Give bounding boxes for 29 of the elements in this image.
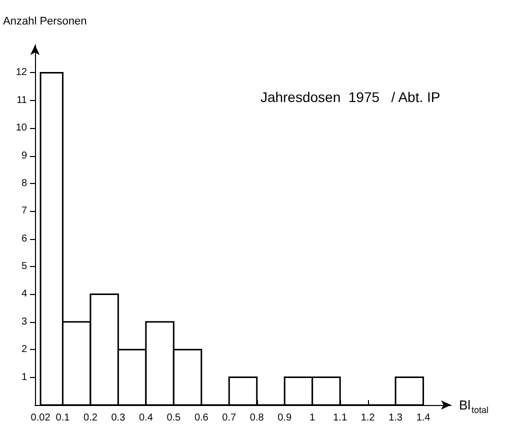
x-tick-label: 0.8 [250, 412, 264, 424]
x-tick-label: 1.1 [333, 412, 348, 424]
y-tick-label: 11 [16, 94, 28, 106]
x-tick-label: 1.4 [416, 412, 431, 424]
x-tick-label: 0.9 [278, 412, 292, 424]
x-tick-label: 1.2 [360, 412, 376, 424]
y-tick-label: 12 [16, 67, 28, 78]
x-tick-label: 1 [310, 412, 316, 424]
y-tick-label: 5 [21, 261, 28, 272]
y-tick-label: 7 [21, 206, 28, 217]
y-tick-label: 1 [21, 372, 28, 383]
x-tick-label: 0.6 [194, 412, 209, 424]
x-tick-label: 0.4 [138, 412, 154, 424]
y-axis-title: Anzahl Personen [3, 16, 87, 28]
y-tick-label: 9 [21, 150, 28, 162]
y-tick-label: 3 [21, 316, 28, 328]
y-tick-label: 2 [21, 344, 28, 356]
x-tick-label: 0.5 [166, 412, 182, 424]
y-tick-label: 10 [16, 122, 28, 134]
x-tick-label: 0.1 [56, 412, 70, 424]
x-tick-label: 1.3 [388, 412, 403, 424]
x-tick-label: 0.02 [30, 412, 51, 424]
y-tick-label: 8 [21, 178, 28, 189]
text: Jahresdosen 1975 / Abt. IP [260, 89, 440, 105]
x-tick-label: 0.7 [222, 412, 237, 424]
x-tick-label: 0.2 [84, 412, 98, 424]
y-tick-label: 4 [21, 288, 28, 300]
x-tick-label: 0.3 [111, 412, 126, 424]
y-tick-label: 6 [21, 233, 28, 244]
